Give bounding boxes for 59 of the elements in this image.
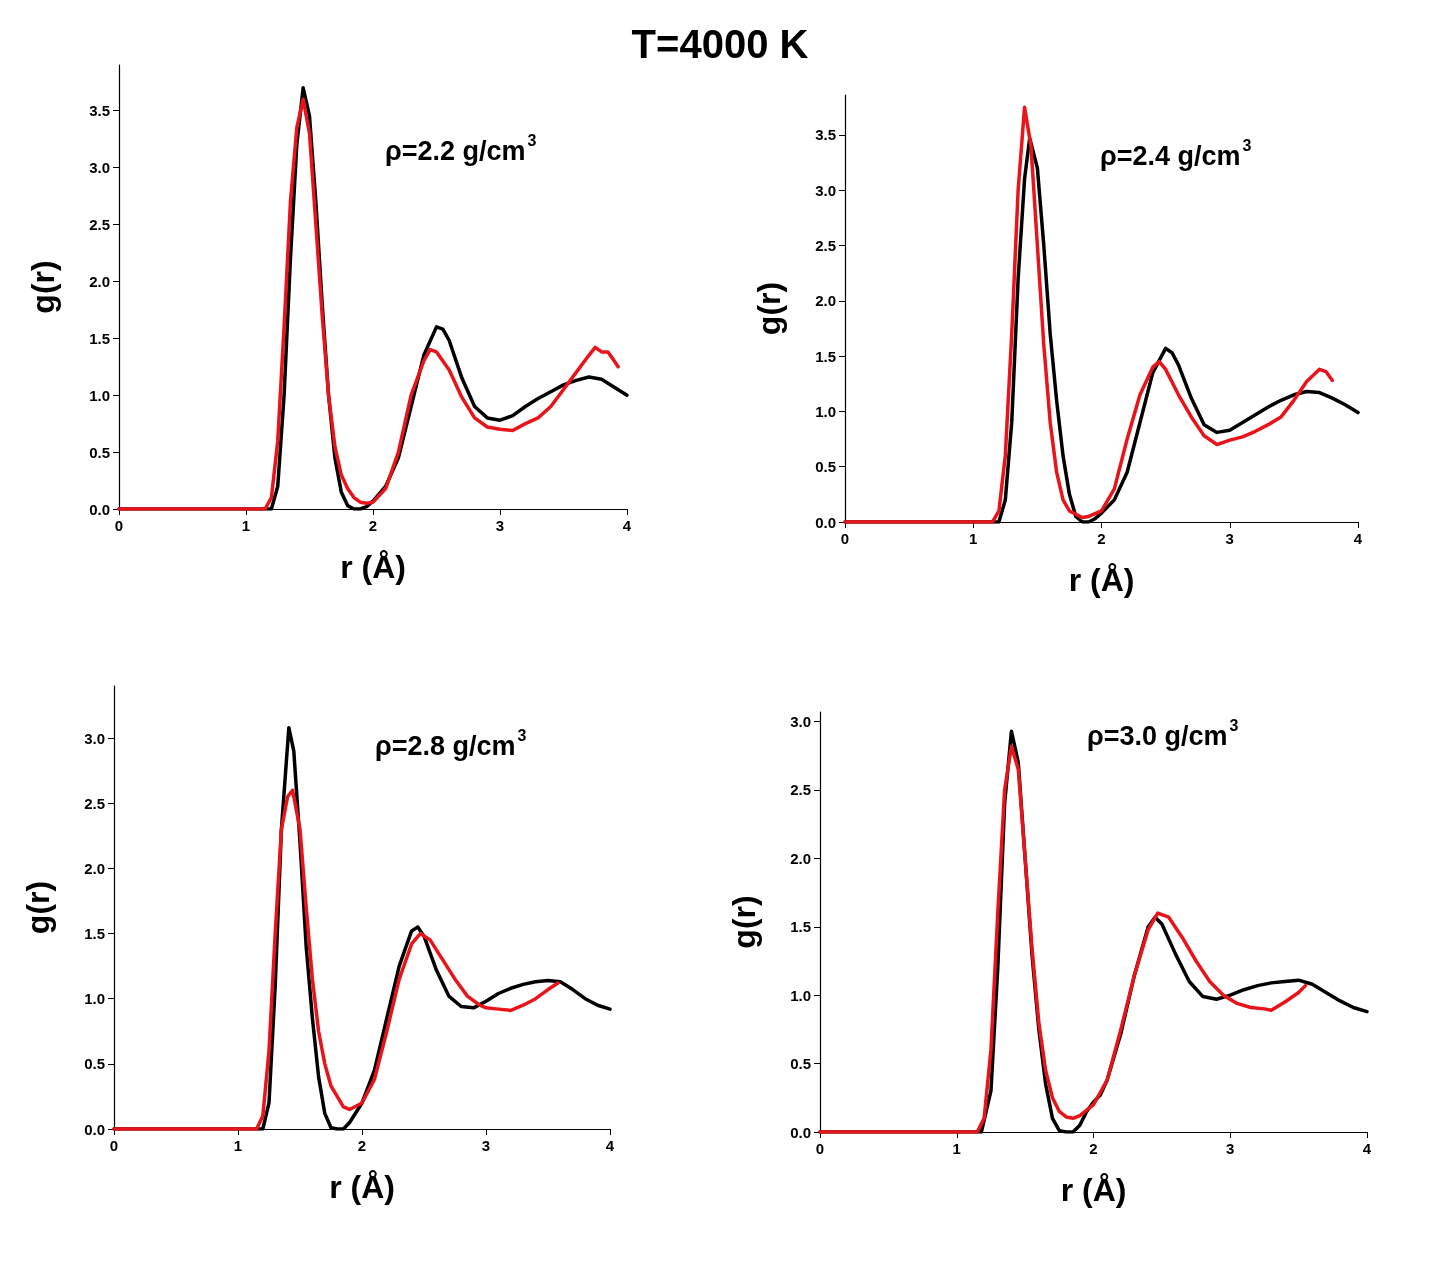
- y-tick-label: 0.5: [89, 443, 110, 461]
- x-axis-title: r (Å): [1068, 562, 1135, 598]
- x-axis-title: r (Å): [340, 549, 406, 585]
- y-tick-label: 1.5: [815, 347, 836, 365]
- x-tick-label: 1: [233, 1137, 243, 1154]
- x-tick-label: 1: [241, 517, 251, 534]
- y-tick-label: 1.5: [89, 329, 110, 347]
- x-tick-label: 0: [815, 1140, 825, 1157]
- y-tick-label: 1.0: [815, 402, 836, 420]
- x-tick-label: 1: [952, 1140, 961, 1157]
- y-tick-label: 0.5: [815, 458, 836, 476]
- text: T=4000 K: [630, 22, 810, 67]
- y-axis-title: g(r): [726, 895, 762, 949]
- x-tick-label: 2: [357, 1137, 367, 1154]
- y-tick-label: 2.5: [89, 215, 110, 233]
- y-tick-label: 2.5: [84, 794, 105, 812]
- x-tick-label: 4: [605, 1137, 615, 1154]
- x-tick-label: 1: [969, 530, 978, 547]
- y-axis-title: g(r): [751, 281, 787, 336]
- y-tick-label: 2.5: [815, 236, 836, 254]
- x-axis-title: r (Å): [329, 1169, 395, 1205]
- y-tick-label: 3.0: [790, 713, 811, 731]
- y-tick-label: 2.0: [89, 272, 110, 290]
- y-tick-label: 0.5: [790, 1055, 811, 1073]
- y-axis-title: g(r): [20, 880, 56, 935]
- x-tick-label: 3: [1226, 1140, 1235, 1157]
- y-tick-label: 3.0: [84, 729, 105, 747]
- y-tick-label: 1.0: [89, 386, 110, 404]
- x-tick-label: 4: [1353, 530, 1363, 547]
- y-tick-label: 0.0: [790, 1123, 811, 1141]
- x-tick-label: 0: [840, 530, 850, 547]
- x-tick-label: 0: [114, 517, 124, 534]
- y-tick-label: 2.5: [790, 781, 811, 799]
- x-tick-label: 2: [1089, 1140, 1098, 1157]
- y-tick-label: 2.0: [815, 292, 836, 310]
- x-tick-label: 3: [1225, 530, 1234, 547]
- y-tick-label: 3.5: [89, 102, 110, 120]
- y-tick-label: 3.5: [815, 126, 836, 144]
- y-tick-label: 0.0: [89, 500, 110, 518]
- y-axis-title: g(r): [25, 260, 61, 314]
- x-axis-title: r (Å): [1060, 1172, 1127, 1208]
- y-tick-label: 1.5: [790, 918, 811, 936]
- x-tick-label: 2: [368, 517, 378, 534]
- x-tick-label: 4: [1362, 1140, 1372, 1157]
- x-tick-label: 3: [495, 517, 505, 534]
- y-tick-label: 0.5: [84, 1055, 105, 1073]
- y-tick-label: 1.0: [790, 986, 811, 1004]
- x-tick-label: 4: [622, 517, 632, 534]
- y-tick-label: 3.0: [89, 158, 110, 176]
- x-tick-label: 0: [109, 1137, 119, 1154]
- x-tick-label: 2: [1097, 530, 1106, 547]
- y-tick-label: 2.0: [84, 859, 105, 877]
- y-tick-label: 0.0: [815, 513, 836, 531]
- y-tick-label: 1.0: [84, 990, 105, 1008]
- y-tick-label: 0.0: [84, 1120, 105, 1138]
- y-tick-label: 3.0: [815, 181, 836, 199]
- y-tick-label: 1.5: [84, 925, 105, 943]
- x-tick-label: 3: [481, 1137, 491, 1154]
- y-tick-label: 2.0: [790, 849, 811, 867]
